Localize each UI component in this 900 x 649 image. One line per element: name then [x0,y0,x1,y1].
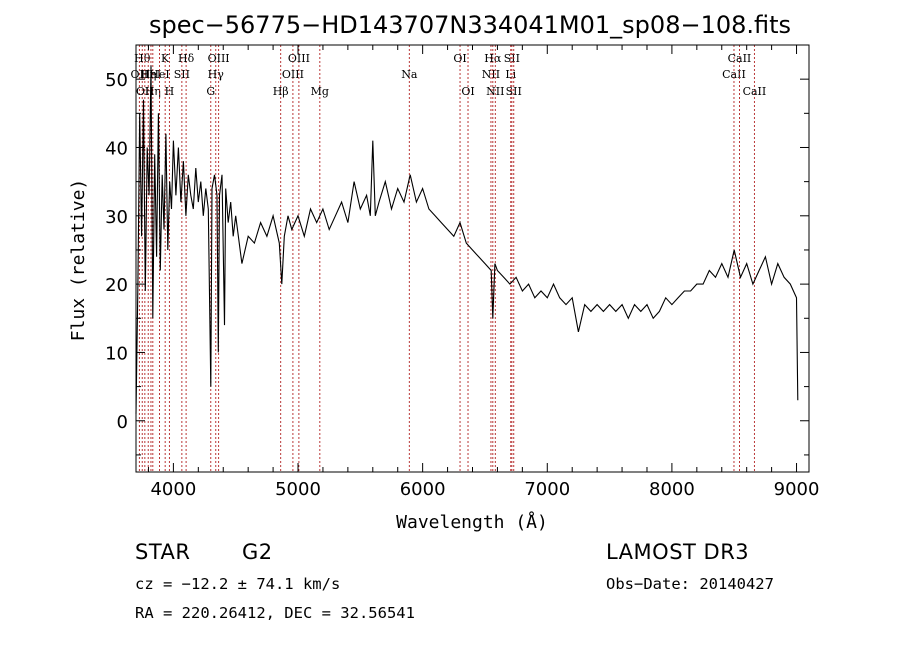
y-tick-label-0: 0 [117,412,128,433]
spectral-line-label-21: NII [482,68,500,81]
spectral-line-label-20: OI [461,85,474,98]
spectral-line-label-2: OII [136,85,154,98]
obs-date: Obs−Date: 20140427 [606,575,774,593]
x-tick-label-5: 9000 [774,479,820,500]
spectral-line-label-12: Hγ [208,68,225,81]
spectral-line-label-26: SII [506,85,522,98]
survey-name: LAMOST DR3 [606,540,750,564]
spectral-line-label-18: Na [401,68,418,81]
spectral-line-label-28: CaII [728,52,752,65]
x-tick-label-2: 6000 [400,479,446,500]
spectral-line-label-13: OIII [208,52,230,65]
x-axis-label: Wavelength (Å) [396,511,548,533]
x-tick-label-3: 7000 [524,479,570,500]
coordinates: RA = 220.26412, DEC = 32.56541 [135,604,415,622]
y-axis: 0 10 20 30 40 50 [105,44,809,456]
spectral-line-label-15: OIII [282,68,304,81]
spectral-line-label-25: SII [504,52,520,65]
spectral-line-label-3: Hη [140,68,156,81]
x-tick-label-4: 8000 [649,479,695,500]
redshift-value: cz = −12.2 ± 74.1 km/s [135,575,341,593]
spectrum-series [135,65,799,414]
y-tick-label-1: 10 [105,343,128,364]
x-axis: 4000 5000 6000 7000 8000 9000 [147,45,820,500]
spectral-line-label-27: CaII [722,68,746,81]
spectral-line-label-19: OI [453,52,466,65]
y-tick-label-4: 40 [105,138,128,159]
y-tick-label-2: 20 [105,275,128,296]
spectral-line-label-17: Mg [311,85,329,98]
y-axis-label: Flux (relative) [68,179,89,342]
spectral-line-label-0: OII [131,68,149,81]
chart-title: spec−56775−HD143707N334041M01_sp08−108.f… [149,11,791,39]
spectral-line-label-9: SII [174,68,190,81]
x-tick-label-0: 4000 [150,479,196,500]
y-tick-label-3: 30 [105,207,128,228]
spectral-line-label-22: Hα [484,52,502,65]
x-tick-label-1: 5000 [275,479,321,500]
y-tick-label-5: 50 [105,70,128,91]
spectral-line-label-5: Hη [145,85,161,98]
spectral-line-label-11: G [206,85,215,98]
spectral-line-label-29: CaII [743,85,767,98]
spectral-line-label-1: Hθ [134,52,151,65]
spectral-line-label-8: H [165,85,175,98]
spectral-line-label-16: OIII [288,52,310,65]
spectral-line-label-14: Hβ [273,85,289,98]
spectral-line-label-24: Li [505,68,516,81]
subclass: G2 [242,540,273,564]
spectral-line-label-6: HeI [149,68,169,81]
spectral-line-label-7: K [161,52,170,65]
object-class: STAR [135,540,191,564]
spectral-lines: OIIHθOIIHηHeIHηHeIKHSIIHδGHγOIIIHβOIIIOI… [131,45,767,472]
spectral-line-label-10: Hδ [178,52,195,65]
plot-frame [135,44,810,473]
spectral-line-label-23: NII [486,85,504,98]
spectrum-flux-line [135,65,799,414]
